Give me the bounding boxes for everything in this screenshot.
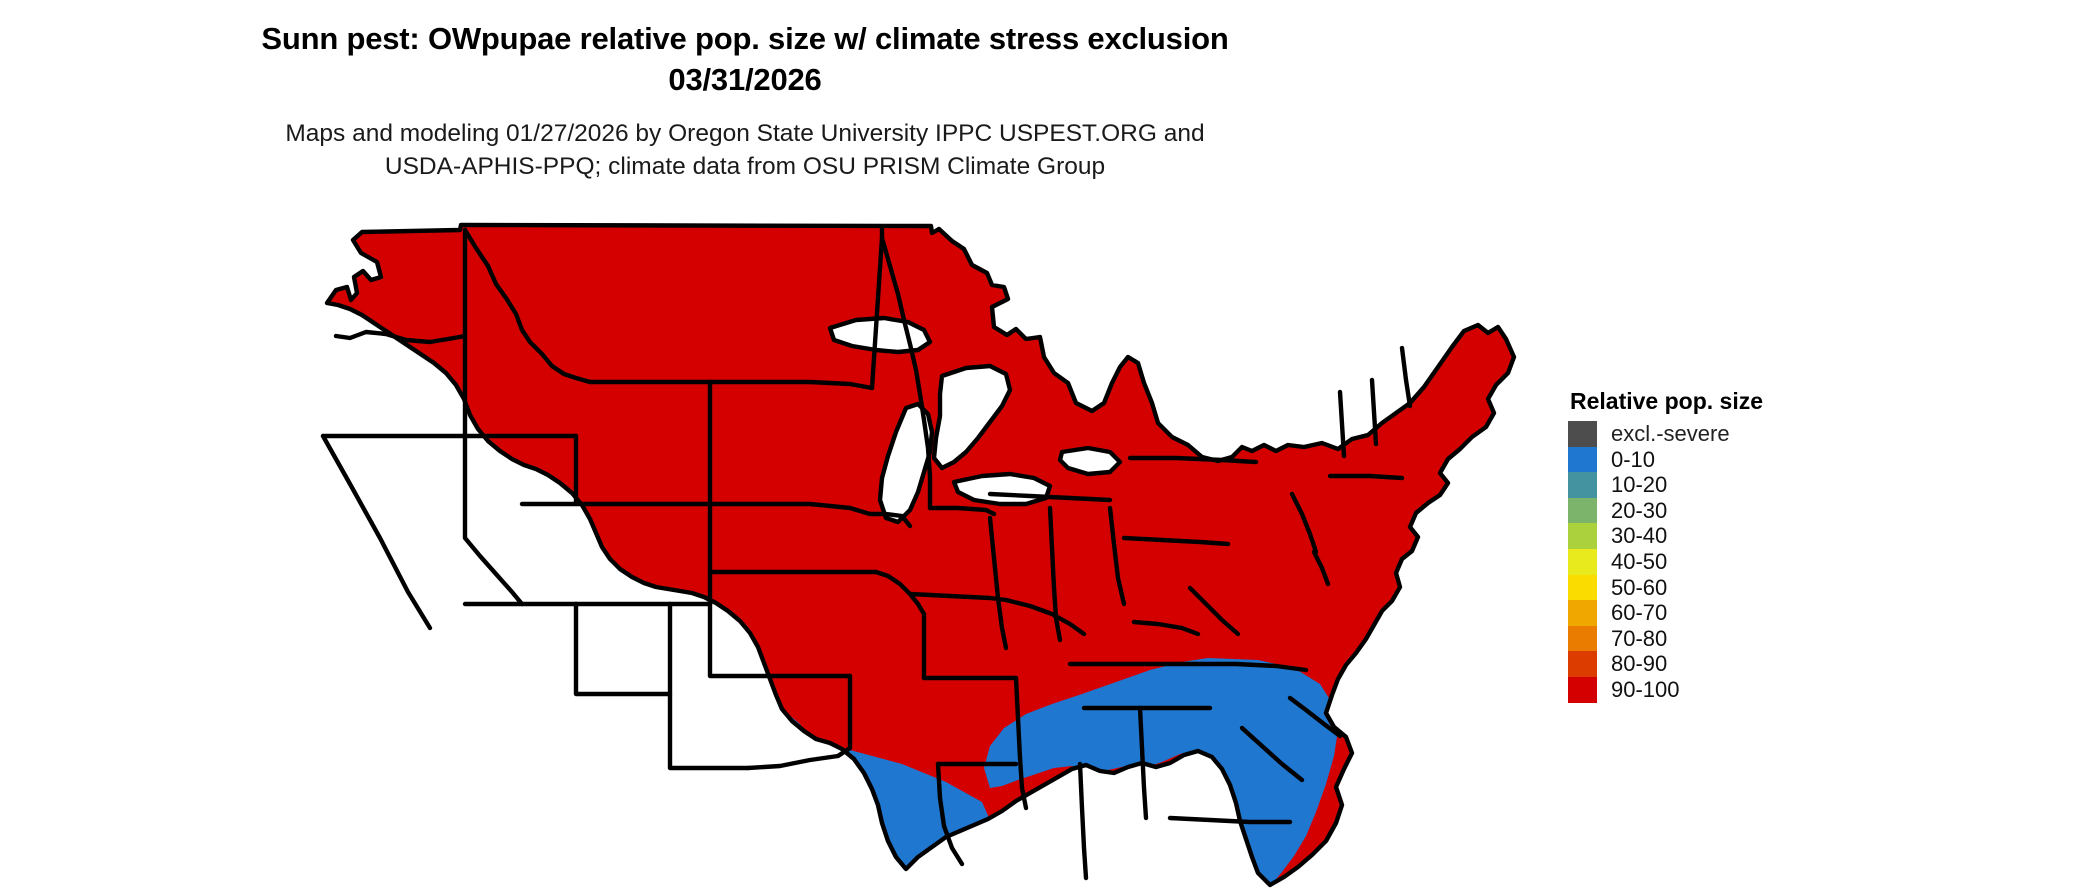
border-nv-ca (320, 433, 433, 631)
legend-color-swatch (1568, 548, 1597, 575)
legend-item: 90-100 (1568, 676, 1968, 703)
border-pa-md (1121, 535, 1231, 547)
legend-item-label: 20-30 (1611, 497, 1668, 523)
legend-item-label: excl.-severe (1611, 421, 1730, 446)
legend-item-label: 30-40 (1611, 523, 1668, 549)
legend-item-label: 40-50 (1611, 548, 1668, 574)
border-nc-sc (1287, 695, 1343, 739)
border-sd-ne (707, 501, 873, 517)
sw-desert-10-20 (454, 618, 602, 658)
legend-color-swatch (1568, 651, 1597, 677)
legend-color-swatch (1568, 574, 1597, 601)
legend-color-swatch (1568, 625, 1597, 652)
border-mo-ky-tn (1003, 597, 1087, 637)
figure-title-block: Sunn pest: OWpupae relative pop. size w/… (0, 18, 1490, 183)
border-tx-la (935, 761, 965, 867)
state-boundaries (320, 222, 1517, 888)
subtitle-line-2: USDA-APHIS-PPQ; climate data from OSU PR… (384, 153, 1106, 180)
border-ny-vt-nh (1337, 389, 1347, 459)
border-ms-al (1077, 761, 1089, 881)
border-in-oh (1047, 505, 1063, 643)
sw-desert-40-50 (442, 606, 620, 658)
legend-item: 70-80 (1568, 625, 1968, 652)
band-80-90 (670, 884, 1320, 886)
texas-gulf-coast-0-10 (728, 676, 990, 886)
legend-item: 30-40 (1568, 523, 1968, 549)
conus-outline (324, 222, 1517, 888)
border-mn-wi (879, 235, 933, 511)
legend-item-label: 0-10 (1611, 446, 1656, 472)
border-wa-or (333, 329, 468, 345)
sw-desert-20-30 (448, 612, 610, 658)
us-choropleth-map (290, 208, 1550, 892)
southwest-desert-zone (412, 552, 656, 684)
map-legend: Relative pop. size excl.-severe 0-10 10-20… (1568, 388, 1968, 703)
legend-title: Relative pop. size (1570, 388, 1764, 414)
lake-ontario (1057, 445, 1123, 477)
border-wy-co (573, 433, 713, 507)
southern-gradient-bands (670, 884, 1320, 886)
sw-desert-60-70 (436, 600, 630, 660)
border-ky-wv (1131, 619, 1201, 637)
legend-item: 10-20 (1568, 472, 1968, 498)
border-ma-ct-ri (1327, 473, 1405, 481)
lake-michigan (877, 401, 935, 525)
border-ks-ok (707, 601, 853, 679)
border-wi-il (927, 505, 997, 517)
lake-erie (951, 471, 1053, 507)
border-wv-va (1187, 585, 1241, 637)
legend-item-label: 90-100 (1611, 676, 1680, 702)
border-ok-tx (745, 673, 853, 771)
legend-item-label: 70-80 (1611, 625, 1668, 651)
legend-color-swatch (1568, 523, 1597, 549)
border-la-ms (1013, 675, 1029, 811)
legend-item: 40-50 (1568, 548, 1968, 575)
border-nd-sd (707, 379, 875, 391)
border-de-md (1311, 549, 1331, 587)
border-sd-mn-ia (867, 511, 913, 529)
lake-huron-erie (931, 363, 1013, 471)
legend-item-label: 50-60 (1611, 574, 1668, 600)
legend-color-swatch (1568, 600, 1597, 626)
legend-item-label: 60-70 (1611, 600, 1668, 626)
legend-item-list: excl.-severe 0-10 10-20 20-30 30-40 40-50 50-6… (1568, 421, 1968, 703)
border-sc-ga (1239, 725, 1305, 783)
border-vt-nh (1369, 377, 1379, 447)
figure-subtitle: Maps and modeling 01/27/2026 by Oregon S… (0, 117, 1490, 183)
legend-color-swatch (1568, 446, 1597, 473)
legend-item: excl.-severe (1568, 421, 1968, 447)
border-oh-pa-wv (1107, 505, 1127, 607)
border-nm-tx (667, 601, 751, 771)
border-pa-ny (1127, 455, 1259, 465)
border-nv-ut-az (462, 433, 525, 607)
legend-item: 50-60 (1568, 574, 1968, 601)
border-nj-pa (1289, 491, 1319, 555)
legend-item-label: 10-20 (1611, 472, 1668, 498)
page-title: Sunn pest: OWpupae relative pop. size w/… (0, 18, 1490, 100)
title-line-1: Sunn pest: OWpupae relative pop. size w/… (261, 21, 1229, 56)
legend-item: 80-90 (1568, 651, 1968, 677)
border-mi-oh-in (987, 491, 1113, 503)
us-map-svg (320, 222, 1517, 888)
florida-peninsula-0-10 (984, 658, 1338, 884)
border-id-mt (462, 227, 593, 385)
legend-item: 60-70 (1568, 600, 1968, 626)
title-line-2-date: 03/31/2026 (668, 62, 822, 97)
subtitle-line-1: Maps and modeling 01/27/2026 by Oregon S… (285, 120, 1205, 147)
legend-color-swatch (1568, 497, 1597, 524)
border-al-ga (1137, 705, 1149, 821)
border-nh-me (1399, 345, 1413, 409)
border-il-in (987, 515, 1009, 651)
border-ne-ia (873, 569, 927, 617)
legend-color-swatch (1568, 421, 1597, 447)
legend-color-swatch (1568, 472, 1597, 498)
legend-item: 0-10 (1568, 446, 1968, 473)
az-uplands-10-20 (576, 636, 656, 684)
border-va-nc (1193, 661, 1309, 673)
border-az-nm (573, 601, 673, 697)
legend-color-swatch (1568, 676, 1597, 703)
legend-item: 20-30 (1568, 497, 1968, 524)
border-ga-fl (1167, 815, 1293, 825)
legend-item-label: 80-90 (1611, 651, 1668, 677)
